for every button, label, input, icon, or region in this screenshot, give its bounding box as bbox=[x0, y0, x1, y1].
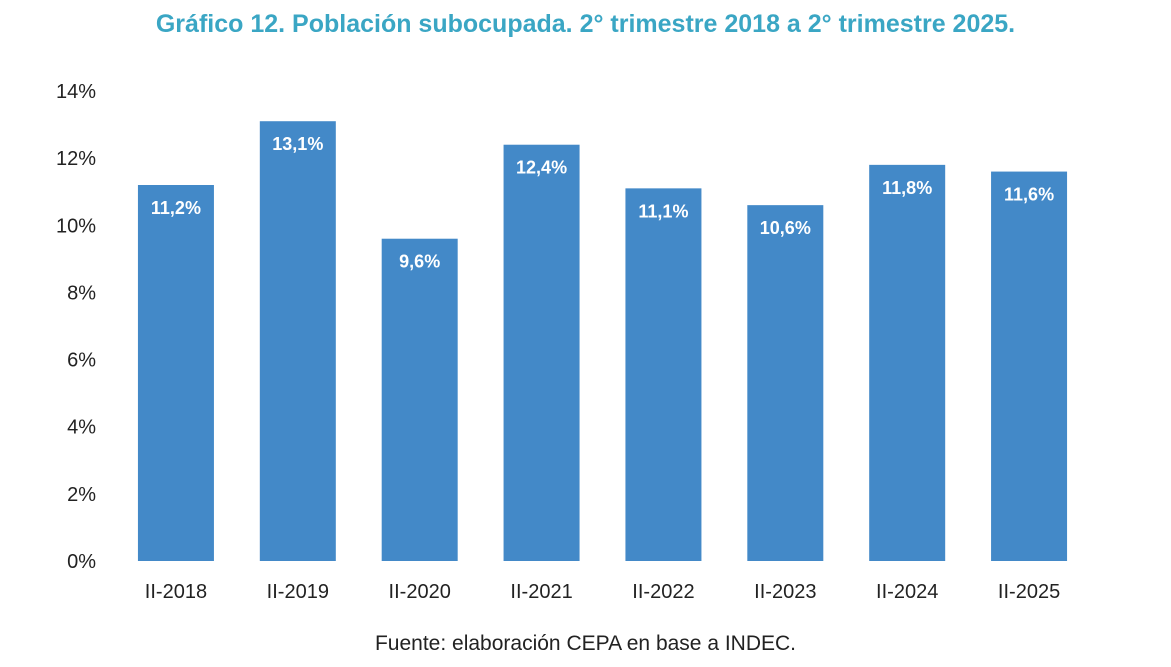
bar bbox=[381, 238, 458, 561]
x-tick-label: II-2023 bbox=[754, 581, 816, 603]
y-tick-label: 2% bbox=[67, 484, 96, 506]
bars bbox=[137, 121, 1068, 562]
y-tick-label: 12% bbox=[56, 148, 96, 170]
chart-title: Gráfico 12. Población subocupada. 2° tri… bbox=[155, 10, 1016, 38]
bar-value-label: 13,1% bbox=[272, 134, 323, 154]
bar bbox=[869, 164, 946, 561]
bar bbox=[747, 205, 824, 561]
y-tick-label: 0% bbox=[67, 551, 96, 573]
bar-value-label: 10,6% bbox=[760, 218, 811, 238]
x-tick-label: II-2024 bbox=[876, 581, 938, 603]
y-tick-label: 10% bbox=[56, 215, 96, 237]
chart-source-note: Fuente: elaboración CEPA en base a INDEC… bbox=[374, 632, 796, 655]
bar bbox=[503, 144, 580, 561]
bar-value-label: 12,4% bbox=[516, 158, 567, 178]
y-tick-label: 6% bbox=[67, 350, 96, 372]
x-tick-label: II-2022 bbox=[632, 581, 694, 603]
bar bbox=[991, 171, 1068, 562]
y-axis-ticks: 0% 2% 4% 6% 8% 10% 12% 14% bbox=[56, 81, 96, 573]
x-tick-label: II-2019 bbox=[267, 581, 329, 603]
y-tick-label: 4% bbox=[67, 417, 96, 439]
bar bbox=[137, 185, 214, 561]
x-tick-label: II-2025 bbox=[998, 581, 1060, 603]
y-tick-label: 8% bbox=[67, 282, 96, 304]
bar bbox=[625, 188, 702, 561]
x-tick-label: II-2021 bbox=[510, 581, 572, 603]
bar-value-label: 11,1% bbox=[638, 201, 688, 221]
x-tick-label: II-2018 bbox=[145, 581, 207, 603]
bar bbox=[259, 121, 336, 561]
bar-value-label: 9,6% bbox=[399, 252, 440, 272]
y-tick-label: 14% bbox=[56, 81, 96, 103]
x-tick-label: II-2020 bbox=[389, 581, 451, 603]
bar-value-label: 11,8% bbox=[882, 178, 932, 198]
bar-value-label: 11,2% bbox=[151, 198, 201, 218]
bar-value-label: 11,6% bbox=[1004, 185, 1054, 205]
bar-data-labels: 11,2% 13,1% 9,6% 12,4% 11,1% 10,6% 11,8% 11,6% bbox=[151, 134, 1054, 272]
x-axis-ticks: II-2018 II-2019 II-2020 II-2021 II-2022 II-20… bbox=[145, 581, 1060, 603]
